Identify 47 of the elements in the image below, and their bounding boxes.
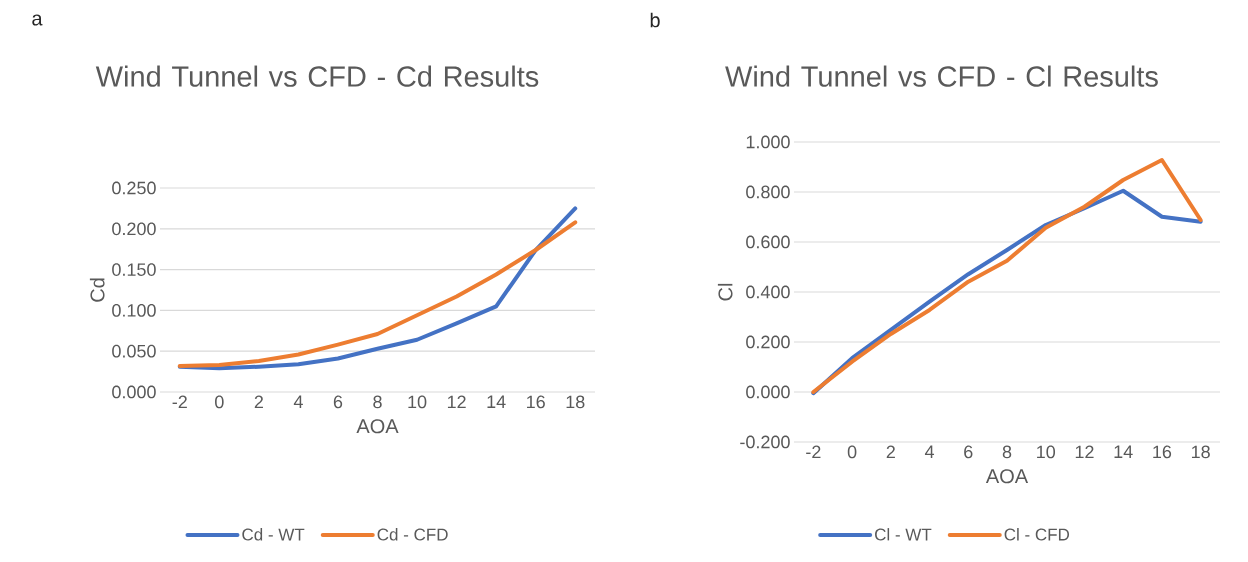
y-tick-label: 0.600 [746,235,790,249]
x-tick-label: 8 [373,395,382,409]
x-tick-label: 12 [1075,445,1094,459]
x-tick-label: 4 [293,395,303,408]
text: b [650,12,660,28]
x-tick-label: 18 [566,395,585,409]
x-tick-label: 10 [408,395,427,409]
x-tick-label: 18 [1191,445,1210,459]
y-tick-label: 0.150 [112,263,156,276]
y-tick-label: 1.000 [746,135,790,149]
x-tick-label: 4 [924,445,935,458]
x-tick-label: 10 [1037,445,1056,459]
x-tick-label: 6 [964,445,973,459]
legend-label: Cd - WT [242,528,305,541]
chart-title: Wind Tunnel vs CFD - Cd Results [95,65,539,87]
x-tick-label: 16 [1153,445,1172,459]
legend-label: Cl - WT [875,528,932,541]
y-tick-label: 0.250 [112,181,156,195]
x-tick-label: -2 [806,445,821,459]
legend-label: Cd - CFD [377,528,448,541]
text: a [32,14,43,26]
y-tick-label: 0.100 [112,304,156,317]
x-tick-label: 2 [254,395,263,409]
x-tick-label: 12 [447,395,466,409]
y-axis-title: Cd [89,278,105,302]
x-tick-label: 8 [1002,445,1012,459]
x-tick-label: 14 [1114,445,1133,458]
x-axis-title: AOA [356,419,399,434]
x-axis-title: AOA [985,469,1029,484]
y-tick-label: 0.200 [746,335,790,349]
x-tick-label: 2 [886,445,895,459]
y-tick-label: 0.000 [746,385,790,399]
y-tick-label: -0.200 [740,435,790,449]
y-axis-title: Cl [717,283,733,301]
x-tick-label: -2 [172,395,187,409]
y-tick-label: 0.000 [112,385,156,399]
legend-label: Cl - CFD [1004,528,1070,541]
x-tick-label: 14 [487,395,506,408]
y-tick-label: 0.050 [112,344,156,358]
y-tick-label: 0.800 [746,185,790,199]
x-tick-label: 16 [527,395,545,409]
x-tick-label: 0 [847,445,857,459]
x-tick-label: 0 [215,395,224,409]
chart-title: Wind Tunnel vs CFD - Cl Results [725,65,1158,87]
y-tick-label: 0.200 [112,222,156,236]
x-tick-label: 6 [333,395,343,409]
y-tick-label: 0.400 [746,285,790,299]
